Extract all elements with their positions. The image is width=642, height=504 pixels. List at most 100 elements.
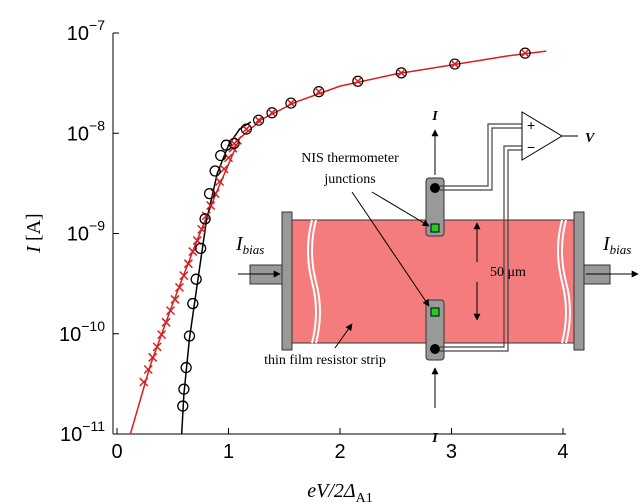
circle-cross-marker xyxy=(285,97,297,109)
strip-arrow xyxy=(334,323,353,349)
strip-label: thin film resistor strip xyxy=(264,353,386,368)
y-axis-label: I [A] xyxy=(23,213,45,253)
cross-marker xyxy=(152,342,162,352)
circle-marker xyxy=(220,139,232,151)
circle-marker xyxy=(180,361,192,374)
cross-part xyxy=(353,77,362,86)
y-tick-label: 10−8 xyxy=(67,117,105,145)
cross-part xyxy=(254,116,263,125)
fit-line xyxy=(180,121,252,435)
y-tick-label: 10−7 xyxy=(67,17,105,45)
cross-part xyxy=(267,108,277,117)
circle-part xyxy=(266,107,278,119)
cross-marker xyxy=(143,364,153,375)
cross-part xyxy=(450,60,459,69)
cross-marker xyxy=(219,164,229,174)
x-axis-label: eV/2ΔA1 xyxy=(307,480,373,504)
plus-sign: + xyxy=(527,117,535,133)
top-contact xyxy=(430,183,440,193)
circle-part xyxy=(240,123,252,135)
x-tick-label: 1 xyxy=(223,441,234,463)
amplifier xyxy=(521,111,563,161)
circle-marker xyxy=(187,297,199,310)
circle-marker xyxy=(177,400,189,412)
y-label-main: I xyxy=(23,245,45,254)
circle-marker xyxy=(183,330,196,342)
axes: 0 1 2 3 4 10−7 10−8 10−9 10−10 10−11 xyxy=(59,17,569,463)
bias-main: I xyxy=(602,233,611,255)
bottom-contact xyxy=(430,344,440,354)
circle-cross-marker xyxy=(266,107,278,119)
cross-part xyxy=(286,99,295,108)
fit-line xyxy=(129,50,547,435)
circle-part xyxy=(228,137,240,150)
cross-part xyxy=(230,139,239,148)
minus-sign: − xyxy=(527,139,535,155)
junction-arrow xyxy=(371,191,430,227)
circle-marker xyxy=(215,149,227,162)
circle-cross-marker xyxy=(240,123,252,135)
top-junction xyxy=(430,223,440,233)
right-cap xyxy=(573,211,585,351)
circle-cross-marker xyxy=(519,47,531,59)
circle-part xyxy=(449,58,461,70)
cross-marker xyxy=(201,211,211,221)
bias-main: I xyxy=(235,233,244,255)
circle-marker xyxy=(194,242,207,255)
circle-cross-marker xyxy=(449,58,461,70)
circle-part xyxy=(519,47,531,59)
plot-area xyxy=(129,47,547,435)
x-tick-label: 4 xyxy=(557,441,568,463)
top-probe xyxy=(425,177,445,237)
circle-part xyxy=(395,67,407,79)
cross-marker xyxy=(174,282,184,292)
circle-cross-marker xyxy=(228,137,240,150)
circle-cross-marker xyxy=(352,75,364,87)
x-tick-label: 3 xyxy=(446,441,457,463)
circle-marker xyxy=(190,273,202,285)
cross-marker xyxy=(215,176,225,187)
cross-marker xyxy=(139,377,149,387)
circle-part xyxy=(352,75,364,87)
y-tick-label: 10−10 xyxy=(59,318,105,346)
bias-left-label: Ibias xyxy=(235,233,264,257)
cross-marker xyxy=(161,317,171,327)
circle-cross-marker xyxy=(313,86,325,98)
circle-part xyxy=(285,97,297,109)
bottom-current-label: I xyxy=(431,431,438,446)
x-tick-label: 2 xyxy=(334,441,345,463)
junction-label: junctions xyxy=(323,172,375,187)
circle-cross-marker xyxy=(253,114,265,126)
cross-part xyxy=(397,68,406,77)
cross-marker xyxy=(170,294,180,304)
left-cap xyxy=(281,211,293,351)
y-tick-label: 10−11 xyxy=(60,418,105,446)
circle-marker xyxy=(209,165,221,177)
bias-sub: bias xyxy=(610,242,632,257)
x-label-main: eV/2Δ xyxy=(307,480,355,502)
x-label-sub: A1 xyxy=(356,491,373,504)
width-label: 50 μm xyxy=(490,265,526,280)
cross-marker xyxy=(183,259,193,269)
cross-marker xyxy=(179,271,189,281)
circle-marker xyxy=(203,187,216,200)
circle-marker xyxy=(199,213,211,225)
cross-marker xyxy=(157,330,167,340)
junction-label: NIS thermometer xyxy=(301,151,399,166)
circle-cross-marker xyxy=(395,67,407,79)
cross-part xyxy=(314,87,323,96)
wires xyxy=(440,123,522,352)
circle-part xyxy=(253,114,265,126)
voltage-label: V xyxy=(585,131,596,146)
y-label-rest: [A] xyxy=(23,213,45,246)
top-current-label: I xyxy=(431,109,438,124)
circle-marker xyxy=(178,383,190,395)
junction-arrow xyxy=(351,191,430,307)
circle-part xyxy=(313,86,325,98)
y-tick-label: 10−9 xyxy=(67,218,105,246)
cross-marker xyxy=(197,224,207,234)
cross-part xyxy=(242,125,251,134)
bias-sub: bias xyxy=(243,242,265,257)
bias-right-label: Ibias xyxy=(602,233,631,257)
